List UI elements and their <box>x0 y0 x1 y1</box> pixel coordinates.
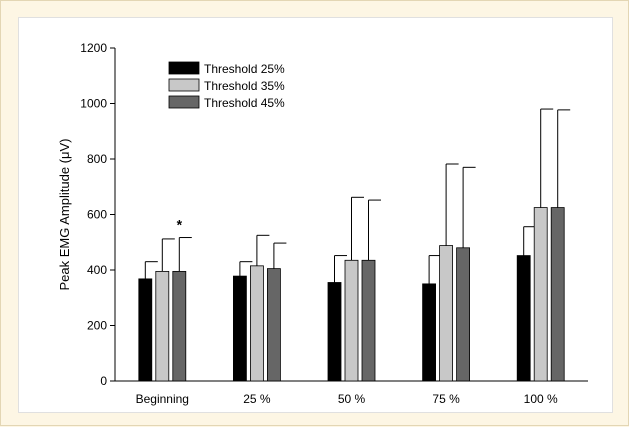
y-tick-label: 800 <box>87 152 107 166</box>
y-tick-label: 400 <box>87 263 107 277</box>
bar <box>344 259 359 382</box>
legend: Threshold 25% Threshold 35% Threshold 45% <box>168 61 285 110</box>
x-tick-label: Beginning <box>136 392 189 406</box>
bars-group: * <box>138 108 571 382</box>
bar <box>422 283 437 382</box>
legend-label: Threshold 25% <box>204 62 285 76</box>
bar <box>439 245 454 382</box>
bar <box>533 207 548 382</box>
x-tick-label: 25 % <box>243 392 271 406</box>
bar <box>172 270 187 382</box>
bar <box>266 268 281 382</box>
x-tick-label: 75 % <box>432 392 460 406</box>
bar <box>232 275 247 382</box>
bar <box>138 278 153 382</box>
bar <box>456 247 471 382</box>
significance-marker: * <box>177 217 183 233</box>
legend-swatch <box>168 95 200 109</box>
y-tick-label: 1000 <box>80 97 107 111</box>
bar <box>361 259 376 382</box>
bar <box>550 207 565 382</box>
legend-label: Threshold 35% <box>204 79 285 93</box>
y-axis-label: Peak EMG Amplitude (μV) <box>57 139 72 291</box>
y-tick-label: 600 <box>87 208 107 222</box>
bar <box>516 255 531 382</box>
y-tick-label: 200 <box>87 319 107 333</box>
x-tick-label: 50 % <box>338 392 366 406</box>
legend-swatch <box>168 61 200 75</box>
plot-card <box>18 17 613 413</box>
x-tick-label: 100 % <box>524 392 558 406</box>
bar <box>327 282 342 382</box>
axes: 0 200 400 600 800 1000 1200 Beginning 25 % 50 % 75… <box>80 41 588 406</box>
y-tick-label: 0 <box>100 374 107 388</box>
bar <box>249 265 264 382</box>
y-tick-label: 1200 <box>80 41 107 55</box>
bar <box>155 270 170 382</box>
legend-swatch <box>168 78 200 92</box>
legend-label: Threshold 45% <box>204 96 285 110</box>
